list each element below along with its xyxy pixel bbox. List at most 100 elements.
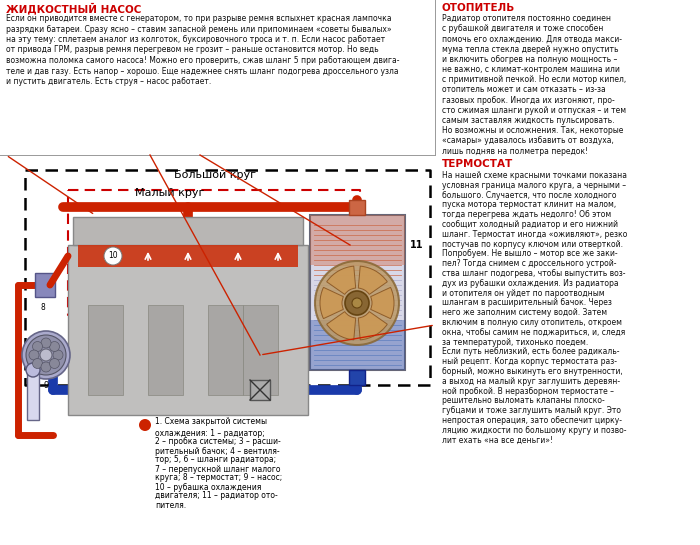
Text: пителя.: пителя. [155, 500, 186, 510]
Text: 10: 10 [108, 251, 118, 261]
Bar [349, 200, 365, 215]
Circle shape [26, 335, 66, 375]
Bar [310, 320, 405, 370]
Wedge shape [327, 266, 356, 294]
Text: губцами и тоже заглушить малый круг. Это: губцами и тоже заглушить малый круг. Это [442, 406, 621, 415]
Text: шланг. Термостат иногда «оживляют», резко: шланг. Термостат иногда «оживляют», резк… [442, 230, 627, 239]
Bar [349, 370, 365, 385]
Text: ОТОПИТЕЛЬ: ОТОПИТЕЛЬ [442, 3, 515, 13]
Text: большого. Случается, что после холодного: большого. Случается, что после холодного [442, 191, 617, 199]
Text: Но возможны и осложнения. Так, некоторые: Но возможны и осложнения. Так, некоторые [442, 126, 624, 135]
Circle shape [50, 359, 60, 368]
Text: и отопителя он уйдет по пароотводным: и отопителя он уйдет по пароотводным [442, 289, 605, 298]
Circle shape [53, 350, 63, 360]
Text: не важно, с климат-контролем машина или: не важно, с климат-контролем машина или [442, 65, 620, 74]
Bar [243, 305, 278, 395]
Circle shape [352, 298, 362, 308]
Text: ТЕРМОСТАТ: ТЕРМОСТАТ [442, 159, 513, 169]
Text: шлангам в расширительный бачок. Через: шлангам в расширительный бачок. Через [442, 299, 612, 307]
Text: сообщит холодный радиатор и его нижний: сообщит холодный радиатор и его нижний [442, 220, 618, 229]
Text: «самары» удавалось избавить от воздуха,: «самары» удавалось избавить от воздуха, [442, 136, 614, 146]
Text: отопитель может и сам отказать – из-за: отопитель может и сам отказать – из-за [442, 86, 606, 94]
Text: теле и дав газу. Есть напор – хорошо. Еще надежнее снять шланг подогрева дроссел: теле и дав газу. Есть напор – хорошо. Ещ… [6, 66, 398, 76]
Bar [27, 370, 39, 420]
Text: постучав по корпусу ключом или отверткой.: постучав по корпусу ключом или отверткой… [442, 240, 623, 249]
Text: помочь его охлаждению. Для отвода макси-: помочь его охлаждению. Для отвода макси- [442, 34, 622, 44]
Text: двигателя; 11 – радиатор ото-: двигателя; 11 – радиатор ото- [155, 492, 278, 500]
Text: ЖИДКОСТНЫЙ НАСОС: ЖИДКОСТНЫЙ НАСОС [6, 3, 141, 15]
Text: с рубашкой двигателя и тоже способен: с рубашкой двигателя и тоже способен [442, 24, 603, 33]
Text: дух из рубашки охлаждения. Из радиатора: дух из рубашки охлаждения. Из радиатора [442, 279, 619, 288]
Text: сто сжимая шланги рукой и отпуская – и тем: сто сжимая шланги рукой и отпуская – и т… [442, 106, 626, 115]
Text: рительный бачок; 4 – вентиля-: рительный бачок; 4 – вентиля- [155, 446, 279, 456]
Circle shape [40, 349, 52, 361]
Text: 8: 8 [41, 303, 46, 312]
Text: а выход на малый круг заглушить деревян-: а выход на малый круг заглушить деревян- [442, 377, 620, 386]
Text: на эту тему: сплетаем аналог из колготок, буксировочного троса и т. п. Если насо: на эту тему: сплетаем аналог из колготок… [6, 35, 385, 44]
Text: 7 – перепускной шланг малого: 7 – перепускной шланг малого [155, 464, 281, 474]
Circle shape [41, 362, 51, 372]
Bar [78, 245, 298, 267]
Wedge shape [358, 266, 387, 294]
Text: с примитивной печкой. Но если мотор кипел,: с примитивной печкой. Но если мотор кипе… [442, 75, 626, 84]
Text: ной пробкой. В неразборном термостате –: ной пробкой. В неразборном термостате – [442, 386, 614, 396]
Text: непростая операция, зато обеспечит цирку-: непростая операция, зато обеспечит цирку… [442, 416, 622, 425]
Bar [68, 245, 308, 415]
Text: ляцию жидкости по большому кругу и позво-: ляцию жидкости по большому кругу и позво… [442, 426, 626, 435]
Wedge shape [320, 287, 344, 319]
Circle shape [104, 247, 122, 265]
Text: окна, чтобы самим не поджариться, и, следя: окна, чтобы самим не поджариться, и, сле… [442, 328, 625, 337]
Circle shape [22, 331, 70, 379]
Text: Малый круг: Малый круг [135, 188, 204, 198]
Bar [148, 305, 183, 395]
Bar [73, 217, 303, 245]
Circle shape [32, 359, 43, 368]
Bar [35, 273, 55, 297]
Text: Большой круг: Большой круг [174, 170, 256, 180]
Text: лит ехать «на все деньги»!: лит ехать «на все деньги»! [442, 435, 553, 445]
Circle shape [26, 363, 40, 377]
Text: 11: 11 [410, 240, 424, 250]
Text: тор; 5, 6 – шланги радиатора;: тор; 5, 6 – шланги радиатора; [155, 456, 276, 464]
Text: Попробуем. Не вышло – мотор все же заки-: Попробуем. Не вышло – мотор все же заки- [442, 250, 617, 258]
Bar [250, 380, 270, 400]
Text: мума тепла стекла дверей нужно опустить: мума тепла стекла дверей нужно опустить [442, 45, 619, 53]
Text: Радиатор отопителя постоянно соединен: Радиатор отопителя постоянно соединен [442, 14, 611, 23]
Bar [208, 305, 243, 395]
Circle shape [50, 342, 60, 352]
Text: разрядки батареи. Сразу ясно – ставим запасной ремень или припоминаем «советы бы: разрядки батареи. Сразу ясно – ставим за… [6, 25, 391, 33]
Text: охлаждения: 1 – радиатор;: охлаждения: 1 – радиатор; [155, 428, 265, 438]
Text: от привода ГРМ, разрыв ремня перегревом не грозит – раньше остановится мотор. Но: от привода ГРМ, разрыв ремня перегревом … [6, 45, 379, 54]
Text: ства шланг подогрева, чтобы выпустить воз-: ства шланг подогрева, чтобы выпустить во… [442, 269, 626, 278]
Text: На нашей схеме красными точками показана: На нашей схеме красными точками показана [442, 171, 627, 180]
Circle shape [315, 261, 399, 345]
Circle shape [41, 338, 51, 348]
Text: условная граница малого круга, а черными –: условная граница малого круга, а черными… [442, 181, 626, 190]
Text: 9: 9 [43, 381, 48, 390]
Text: 10 – рубашка охлаждения: 10 – рубашка охлаждения [155, 482, 261, 492]
Text: 2 – пробка системы; 3 – расши-: 2 – пробка системы; 3 – расши- [155, 438, 281, 446]
Wedge shape [327, 312, 356, 340]
Text: тогда перегрева ждать недолго! Об этом: тогда перегрева ждать недолго! Об этом [442, 210, 611, 219]
Wedge shape [358, 312, 387, 340]
Text: Если путь неблизкий, есть более радикаль-: Если путь неблизкий, есть более радикаль… [442, 347, 620, 356]
Circle shape [29, 350, 39, 360]
Text: и включить обогрев на полную мощность –: и включить обогрев на полную мощность – [442, 55, 617, 64]
Circle shape [345, 291, 369, 315]
Text: газовых пробок. Иногда их изгоняют, про-: газовых пробок. Иногда их изгоняют, про- [442, 95, 615, 105]
Bar [88, 305, 123, 395]
Text: пуска мотора термостат клинит на малом,: пуска мотора термостат клинит на малом, [442, 201, 616, 209]
Text: самым заставляя жидкость пульсировать.: самым заставляя жидкость пульсировать. [442, 116, 615, 125]
Text: решительно выломать клапаны плоско-: решительно выломать клапаны плоско- [442, 396, 605, 405]
Text: него же заполним систему водой. Затем: него же заполним систему водой. Затем [442, 308, 607, 317]
Text: 1. Схема закрытой системы: 1. Схема закрытой системы [155, 417, 267, 427]
Text: и пустить двигатель. Есть струя – насос работает.: и пустить двигатель. Есть струя – насос … [6, 77, 211, 86]
Text: ный рецепт. Когда корпус термостата раз-: ный рецепт. Когда корпус термостата раз- [442, 357, 617, 366]
Circle shape [139, 419, 151, 431]
Text: борный, можно выкинуть его внутренности,: борный, можно выкинуть его внутренности, [442, 367, 623, 376]
Bar [310, 215, 405, 265]
Text: круга; 8 – термостат; 9 – насос;: круга; 8 – термостат; 9 – насос; [155, 474, 282, 482]
Text: Если он приводится вместе с генератором, то при разрыве ремня вспыхнет красная л: Если он приводится вместе с генератором,… [6, 14, 391, 23]
Text: за температурой, тихонько поедем.: за температурой, тихонько поедем. [442, 337, 588, 347]
Text: лишь подняв на полметра передок!: лишь подняв на полметра передок! [442, 147, 588, 156]
